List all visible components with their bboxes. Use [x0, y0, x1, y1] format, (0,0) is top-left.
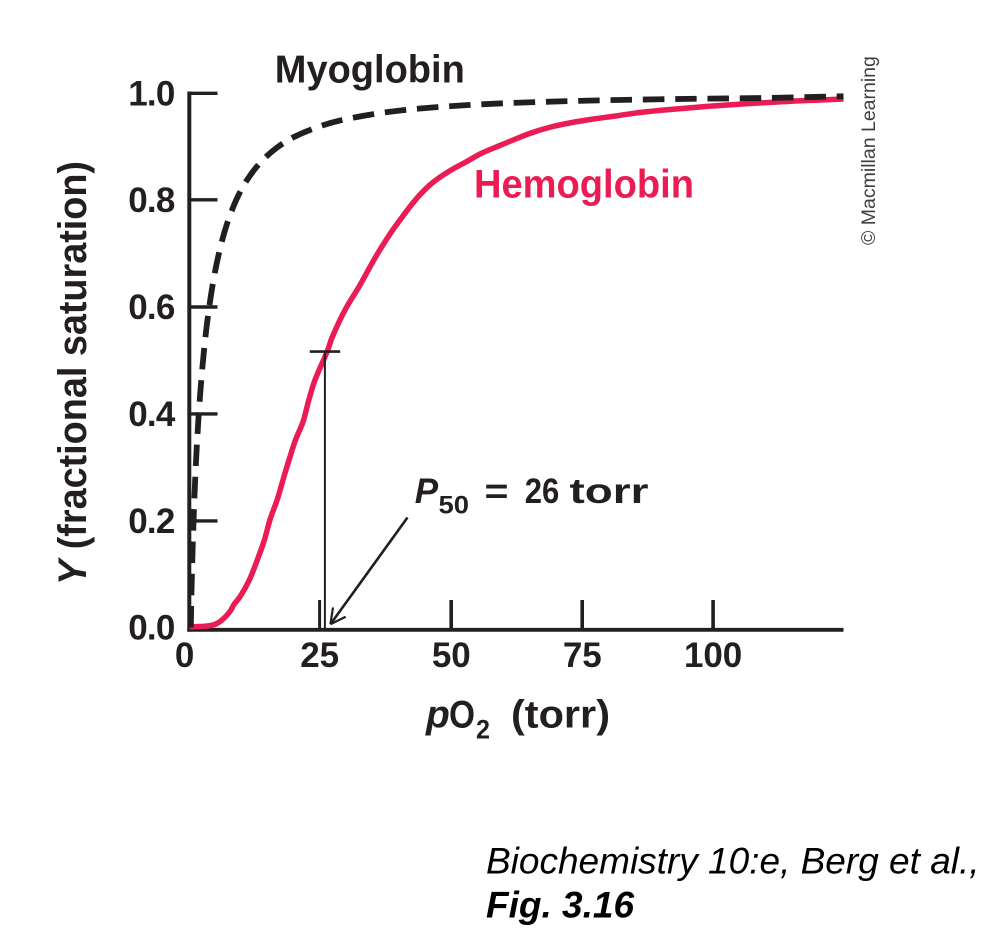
svg-text:© Macmillan Learning: © Macmillan Learning — [858, 56, 880, 245]
svg-text:Hemoglobin: Hemoglobin — [474, 163, 694, 207]
svg-text:Y (fractional saturation): Y (fractional saturation) — [51, 161, 95, 585]
svg-text:Myoglobin: Myoglobin — [275, 49, 465, 92]
svg-text:0.4: 0.4 — [128, 395, 176, 434]
svg-text:0.6: 0.6 — [128, 288, 175, 327]
svg-text:Fig. 3.16: Fig. 3.16 — [486, 885, 634, 926]
svg-text:0: 0 — [175, 636, 194, 675]
svg-text:0.2: 0.2 — [128, 502, 175, 541]
svg-text:1.0: 1.0 — [128, 74, 175, 113]
svg-text:0.0: 0.0 — [128, 609, 175, 648]
svg-text:25: 25 — [300, 636, 339, 675]
svg-text:100: 100 — [684, 636, 742, 675]
svg-text:0.8: 0.8 — [128, 181, 175, 220]
svg-text:50: 50 — [432, 636, 471, 675]
svg-text:pO2(torr): pO2 (torr) — [425, 694, 610, 745]
svg-text:Biochemistry 10:e, Berg et al.: Biochemistry 10:e, Berg et al., — [486, 841, 980, 882]
svg-text:75: 75 — [563, 636, 602, 675]
